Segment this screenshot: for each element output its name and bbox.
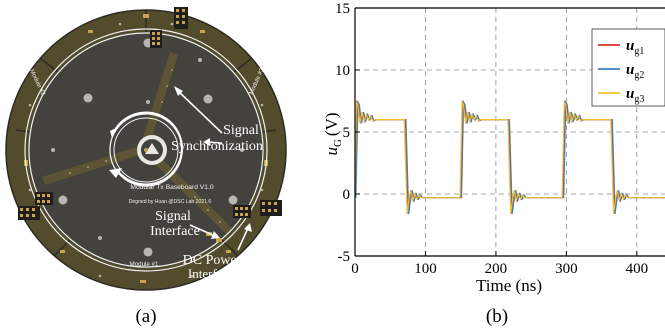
annotation-arrows [174,86,252,251]
x-tick-label: 400 [626,261,649,277]
y-tick-label: 15 [335,1,350,17]
board-title: Modular Tx Baseboard V1.0 [130,184,213,191]
legend-label-u-g1: ug1 [626,38,644,57]
board-title-seal-top: 。 [167,118,181,124]
pcb-photo: 。 Modular Tx Baseboard V1.0 Degned by Hu… [5,7,287,291]
legend-label-u-g2: ug2 [626,62,644,81]
annotation-sync-line2: Synchronization [171,139,263,154]
caption-a: (a) [135,306,156,327]
svg-text:uG(V): uG(V) [322,112,344,155]
x-tick-label: 0 [351,261,359,277]
x-axis-label: Time (ns) [476,276,542,295]
y-tick-label: 5 [343,125,351,141]
ring-vias [28,22,264,278]
module-1-label: Module #1 [130,261,159,268]
caption-b: (b) [486,306,508,327]
chart-legend: ug1 ug2 ug3 [591,28,665,107]
annotation-interface-line2: Interface [150,224,200,239]
x-tick-label: 100 [414,261,437,277]
board-credit: Degned by Huan @DSC Lab 2021.6 [129,199,212,205]
connector-headers [18,7,282,242]
y-tick-label: 10 [335,63,350,79]
mounting-holes [51,38,244,257]
annotation-sync-line1: Signal [223,123,259,138]
y-tick-label: 0 [343,187,351,203]
annotation-power-line1: DC Power [183,253,242,268]
x-tick-label: 200 [485,261,508,277]
y-axis-label: uG(V) [322,112,344,155]
signal-traces [42,52,232,234]
annotation-interface-line1: Signal [155,209,191,224]
x-tick-label: 300 [555,261,578,277]
chart-series [354,99,665,214]
series-line-u-g3 [354,99,665,214]
trace-dots [69,69,221,223]
y-tick-label: -5 [338,249,351,265]
rotation-arrow [111,111,184,186]
legend-label-u-g3: ug3 [626,86,644,105]
annotation-power-line2: Interface [188,266,234,281]
